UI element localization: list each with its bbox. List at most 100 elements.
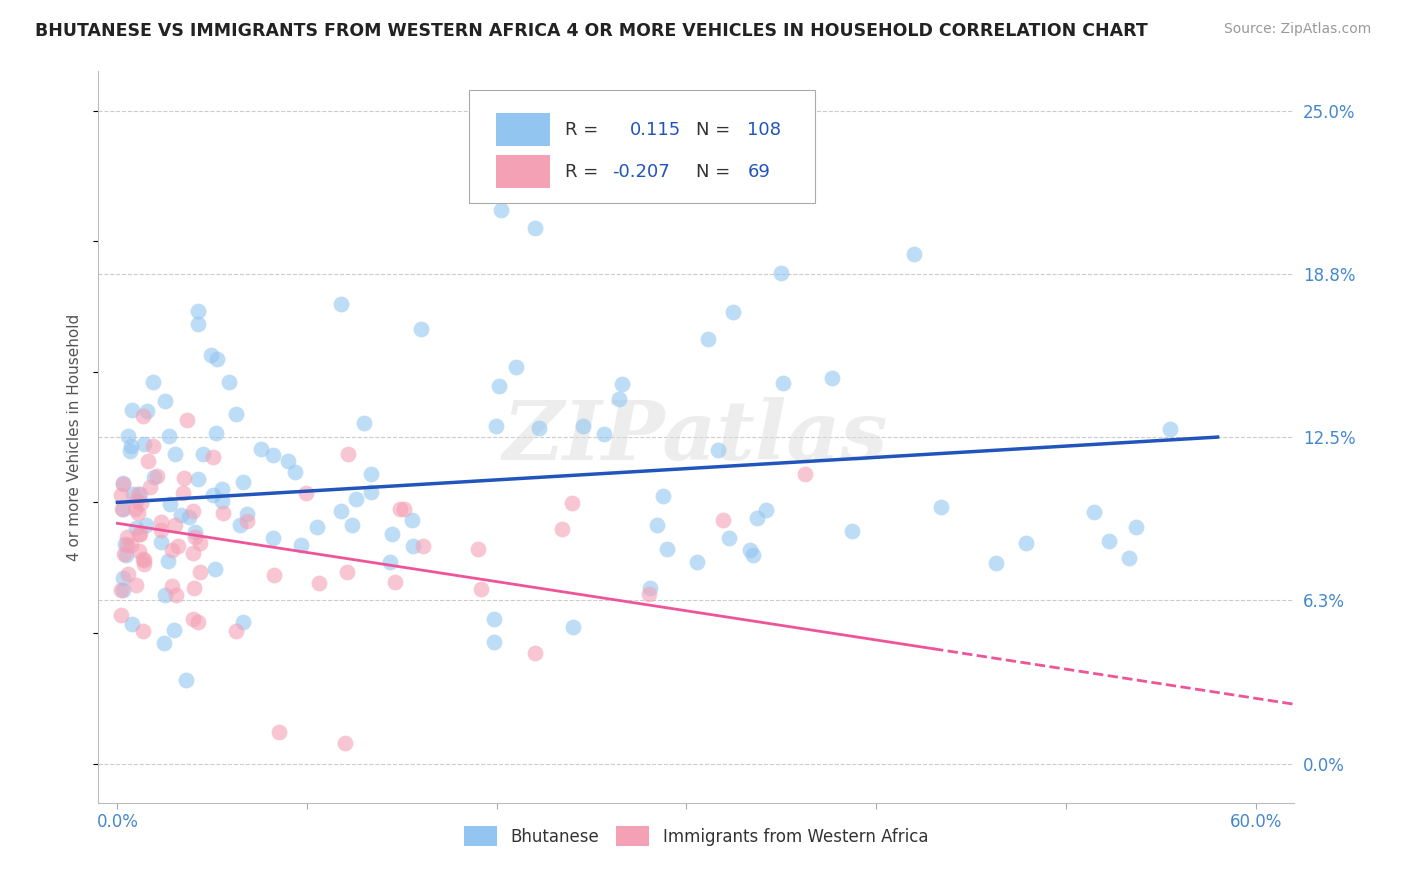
Point xyxy=(205,352,228,367)
Point xyxy=(128,544,150,558)
Y-axis label: 4 or more Vehicles in Household: 4 or more Vehicles in Household xyxy=(67,313,83,561)
Point xyxy=(132,409,155,423)
Point xyxy=(160,543,183,558)
Point xyxy=(163,447,186,461)
Point xyxy=(707,442,730,457)
Text: BHUTANESE VS IMMIGRANTS FROM WESTERN AFRICA 4 OR MORE VEHICLES IN HOUSEHOLD CORR: BHUTANESE VS IMMIGRANTS FROM WESTERN AFR… xyxy=(35,22,1147,40)
Point xyxy=(652,489,675,503)
Point xyxy=(401,513,423,527)
Point xyxy=(718,531,741,545)
Point xyxy=(929,500,952,514)
Point xyxy=(112,547,135,561)
Point xyxy=(167,539,190,553)
Point xyxy=(841,524,863,538)
Point xyxy=(607,392,630,406)
Point xyxy=(794,467,817,481)
Point xyxy=(190,565,212,579)
Point xyxy=(336,565,359,579)
Point xyxy=(696,332,718,346)
Point xyxy=(262,448,284,462)
Point xyxy=(117,566,139,581)
Point xyxy=(277,454,299,468)
Point xyxy=(225,407,247,421)
Point xyxy=(143,470,166,484)
Point xyxy=(686,556,709,570)
Point xyxy=(482,635,505,649)
Point xyxy=(211,482,233,496)
Point xyxy=(360,467,382,481)
Point xyxy=(112,502,135,516)
Point xyxy=(187,303,209,318)
Point xyxy=(118,444,141,458)
Point xyxy=(187,318,209,332)
Point xyxy=(1098,534,1121,549)
Point xyxy=(132,557,155,571)
Point xyxy=(267,725,290,739)
Point xyxy=(191,447,214,461)
Point xyxy=(183,581,205,595)
Point xyxy=(184,525,207,540)
Point xyxy=(115,549,138,563)
Point xyxy=(157,429,180,443)
Point xyxy=(721,305,744,319)
Point xyxy=(340,517,363,532)
Point xyxy=(165,589,187,603)
Point xyxy=(984,556,1007,570)
Point xyxy=(612,376,634,391)
Point xyxy=(117,429,139,443)
Point xyxy=(392,502,415,516)
Point xyxy=(157,554,180,568)
Point xyxy=(488,379,510,393)
Point xyxy=(772,376,794,391)
Text: R =: R = xyxy=(565,162,598,180)
Text: N =: N = xyxy=(696,121,730,139)
Point xyxy=(112,583,135,598)
Point xyxy=(142,439,165,453)
Point xyxy=(389,501,412,516)
Point xyxy=(127,506,149,520)
Point xyxy=(136,454,159,468)
Text: R =: R = xyxy=(565,121,598,139)
Point xyxy=(402,539,425,553)
Point xyxy=(263,531,285,545)
Point xyxy=(821,370,844,384)
Point xyxy=(136,403,159,417)
Point xyxy=(187,472,209,486)
Text: ZIPatlas: ZIPatlas xyxy=(503,397,889,477)
Point xyxy=(770,266,793,280)
Point xyxy=(160,579,183,593)
Point xyxy=(155,393,177,408)
Point xyxy=(202,488,225,502)
Point xyxy=(125,520,148,534)
Point xyxy=(155,588,177,602)
Point xyxy=(149,515,172,529)
Point xyxy=(128,527,150,541)
Point xyxy=(173,471,195,485)
Point xyxy=(111,501,134,516)
Point xyxy=(1015,536,1038,550)
Point xyxy=(112,475,135,490)
Point xyxy=(183,530,205,544)
Point xyxy=(1118,550,1140,565)
Point xyxy=(174,673,197,688)
Point xyxy=(485,418,508,433)
Point xyxy=(172,485,194,500)
Point xyxy=(114,536,136,550)
Point xyxy=(412,539,434,553)
Text: -0.207: -0.207 xyxy=(613,162,671,180)
Point xyxy=(110,582,132,597)
Point xyxy=(711,512,734,526)
Point xyxy=(145,469,167,483)
Point xyxy=(129,487,152,501)
Point xyxy=(284,465,307,479)
Point xyxy=(120,539,142,553)
Text: Source: ZipAtlas.com: Source: ZipAtlas.com xyxy=(1223,22,1371,37)
Point xyxy=(135,518,157,533)
Point xyxy=(153,636,176,650)
Point xyxy=(308,575,330,590)
Point xyxy=(121,616,143,631)
Point xyxy=(561,496,583,510)
Point xyxy=(127,486,149,500)
FancyBboxPatch shape xyxy=(470,90,815,203)
Point xyxy=(121,403,143,417)
